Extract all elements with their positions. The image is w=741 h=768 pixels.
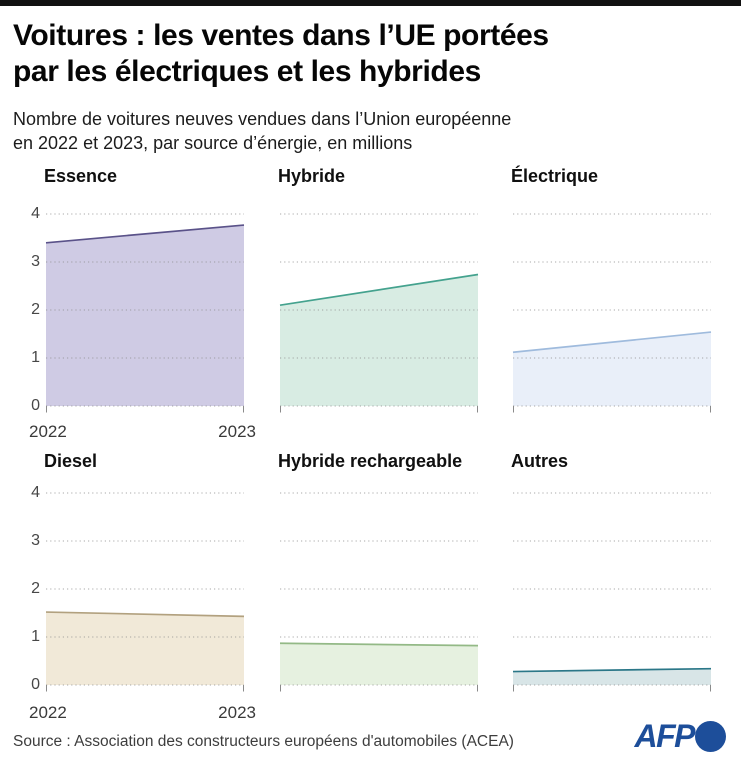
chart-electrique: Électrique bbox=[511, 166, 712, 458]
y-tick-label: 3 bbox=[31, 253, 40, 270]
chart-title-autres: Autres bbox=[511, 451, 569, 471]
y-tick-label: 0 bbox=[31, 397, 40, 414]
y-tick-label: 4 bbox=[31, 205, 40, 222]
area-chart-hybride-rechargeable bbox=[279, 492, 479, 692]
source-credit: Source : Association des constructeurs e… bbox=[13, 733, 514, 750]
page-title: Voitures : les ventes dans l’UE portées p… bbox=[13, 18, 735, 90]
afp-logo: AFP bbox=[634, 718, 726, 754]
page-title-line1: Voitures : les ventes dans l’UE portées bbox=[13, 19, 549, 52]
x-label-2022: 2022 bbox=[29, 703, 67, 722]
y-axis-labels: 4 3 2 1 0 bbox=[22, 205, 40, 414]
subtitle-line1: Nombre de voitures neuves vendues dans l… bbox=[13, 109, 512, 129]
y-tick-label: 4 bbox=[31, 484, 40, 501]
y-tick-label: 3 bbox=[31, 532, 40, 549]
chart-hybride: Hybride bbox=[278, 166, 479, 458]
area-chart-diesel bbox=[45, 492, 245, 692]
subtitle-line2: en 2022 et 2023, par source d’énergie, e… bbox=[13, 133, 413, 153]
page-title-line2: par les électriques et les hybrides bbox=[13, 55, 481, 88]
afp-logo-text: AFP bbox=[634, 718, 696, 754]
chart-title-essence: Essence bbox=[44, 166, 118, 186]
chart-title-hybride-rechargeable: Hybride rechargeable bbox=[278, 451, 463, 471]
y-axis-labels: 4 3 2 1 0 bbox=[22, 484, 40, 693]
chart-title-diesel: Diesel bbox=[44, 451, 98, 471]
x-label-2023: 2023 bbox=[218, 703, 256, 722]
chart-title-electrique: Électrique bbox=[511, 166, 599, 186]
y-tick-label: 1 bbox=[31, 628, 40, 645]
area-chart-essence bbox=[45, 213, 245, 413]
top-brand-bar bbox=[0, 0, 741, 6]
x-label-2023: 2023 bbox=[218, 422, 256, 441]
y-tick-label: 2 bbox=[31, 580, 40, 597]
chart-essence: Essence 4 3 2 1 0 2022 2023 bbox=[29, 166, 256, 458]
y-tick-label: 2 bbox=[31, 301, 40, 318]
chart-title-hybride: Hybride bbox=[278, 166, 346, 186]
x-label-2022: 2022 bbox=[29, 422, 67, 441]
afp-globe-icon bbox=[695, 720, 726, 752]
area-chart-autres bbox=[512, 492, 712, 692]
x-axis-labels: 2022 2023 bbox=[29, 703, 256, 723]
chart-autres: Autres bbox=[511, 451, 712, 743]
chart-hybride-rechargeable: Hybride rechargeable bbox=[278, 451, 479, 743]
y-tick-label: 0 bbox=[31, 676, 40, 693]
area-chart-hybride bbox=[279, 213, 479, 413]
subtitle: Nombre de voitures neuves vendues dans l… bbox=[13, 107, 511, 155]
area-chart-electrique bbox=[512, 213, 712, 413]
chart-diesel: Diesel 4 3 2 1 0 2022 2023 bbox=[29, 451, 256, 743]
x-axis-labels: 2022 2023 bbox=[29, 422, 256, 442]
y-tick-label: 1 bbox=[31, 349, 40, 366]
